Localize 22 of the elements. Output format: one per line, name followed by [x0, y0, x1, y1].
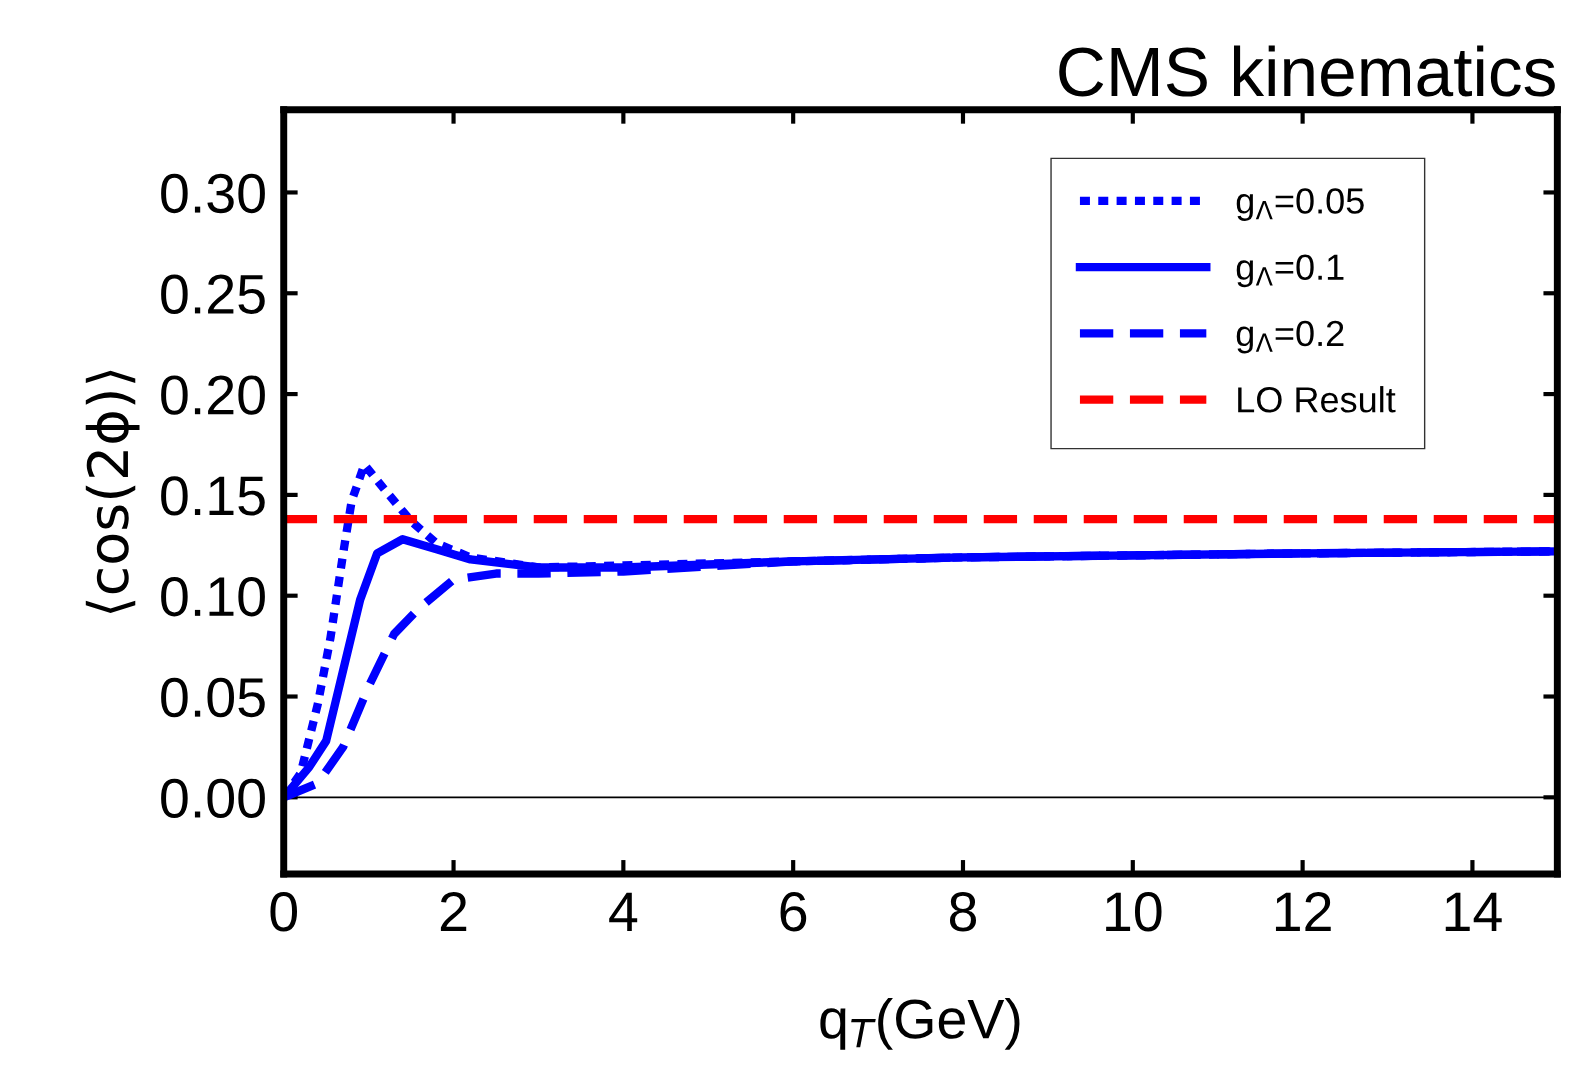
- x-tick-label: 8: [949, 892, 977, 932]
- legend-label: g$_{Λ}$=0.05: [1236, 188, 1364, 221]
- x-axis-title: q$_{T}$(GeV): [820, 997, 1020, 1050]
- x-tick-label: 4: [609, 892, 638, 931]
- x-tick-label: 10: [1106, 892, 1162, 932]
- y-tick-label: 0.10: [161, 577, 265, 617]
- y-tick-label: 0.20: [161, 375, 265, 415]
- legend-label: LO Result: [1238, 386, 1396, 413]
- chart-title: CMS kinematics: [1059, 45, 1555, 97]
- y-tick-label: 0.00: [161, 778, 265, 819]
- y-tick-label: 0.30: [161, 173, 265, 214]
- x-tick-label: 0: [270, 892, 298, 932]
- y-tick-label: 0.15: [161, 476, 265, 516]
- x-tick-label: 14: [1445, 892, 1502, 931]
- y-axis-title: ⟨cos(2ϕ)⟩: [85, 370, 140, 613]
- legend-label: g$_{Λ}$=0.1: [1236, 254, 1344, 288]
- x-tick-label: 12: [1275, 892, 1331, 931]
- y-tick-label: 0.25: [161, 274, 265, 314]
- legend-label: g$_{Λ}$=0.2: [1236, 320, 1344, 354]
- x-tick-label: 2: [440, 892, 467, 931]
- y-tick-label: 0.05: [161, 677, 265, 718]
- x-tick-label: 6: [780, 892, 807, 932]
